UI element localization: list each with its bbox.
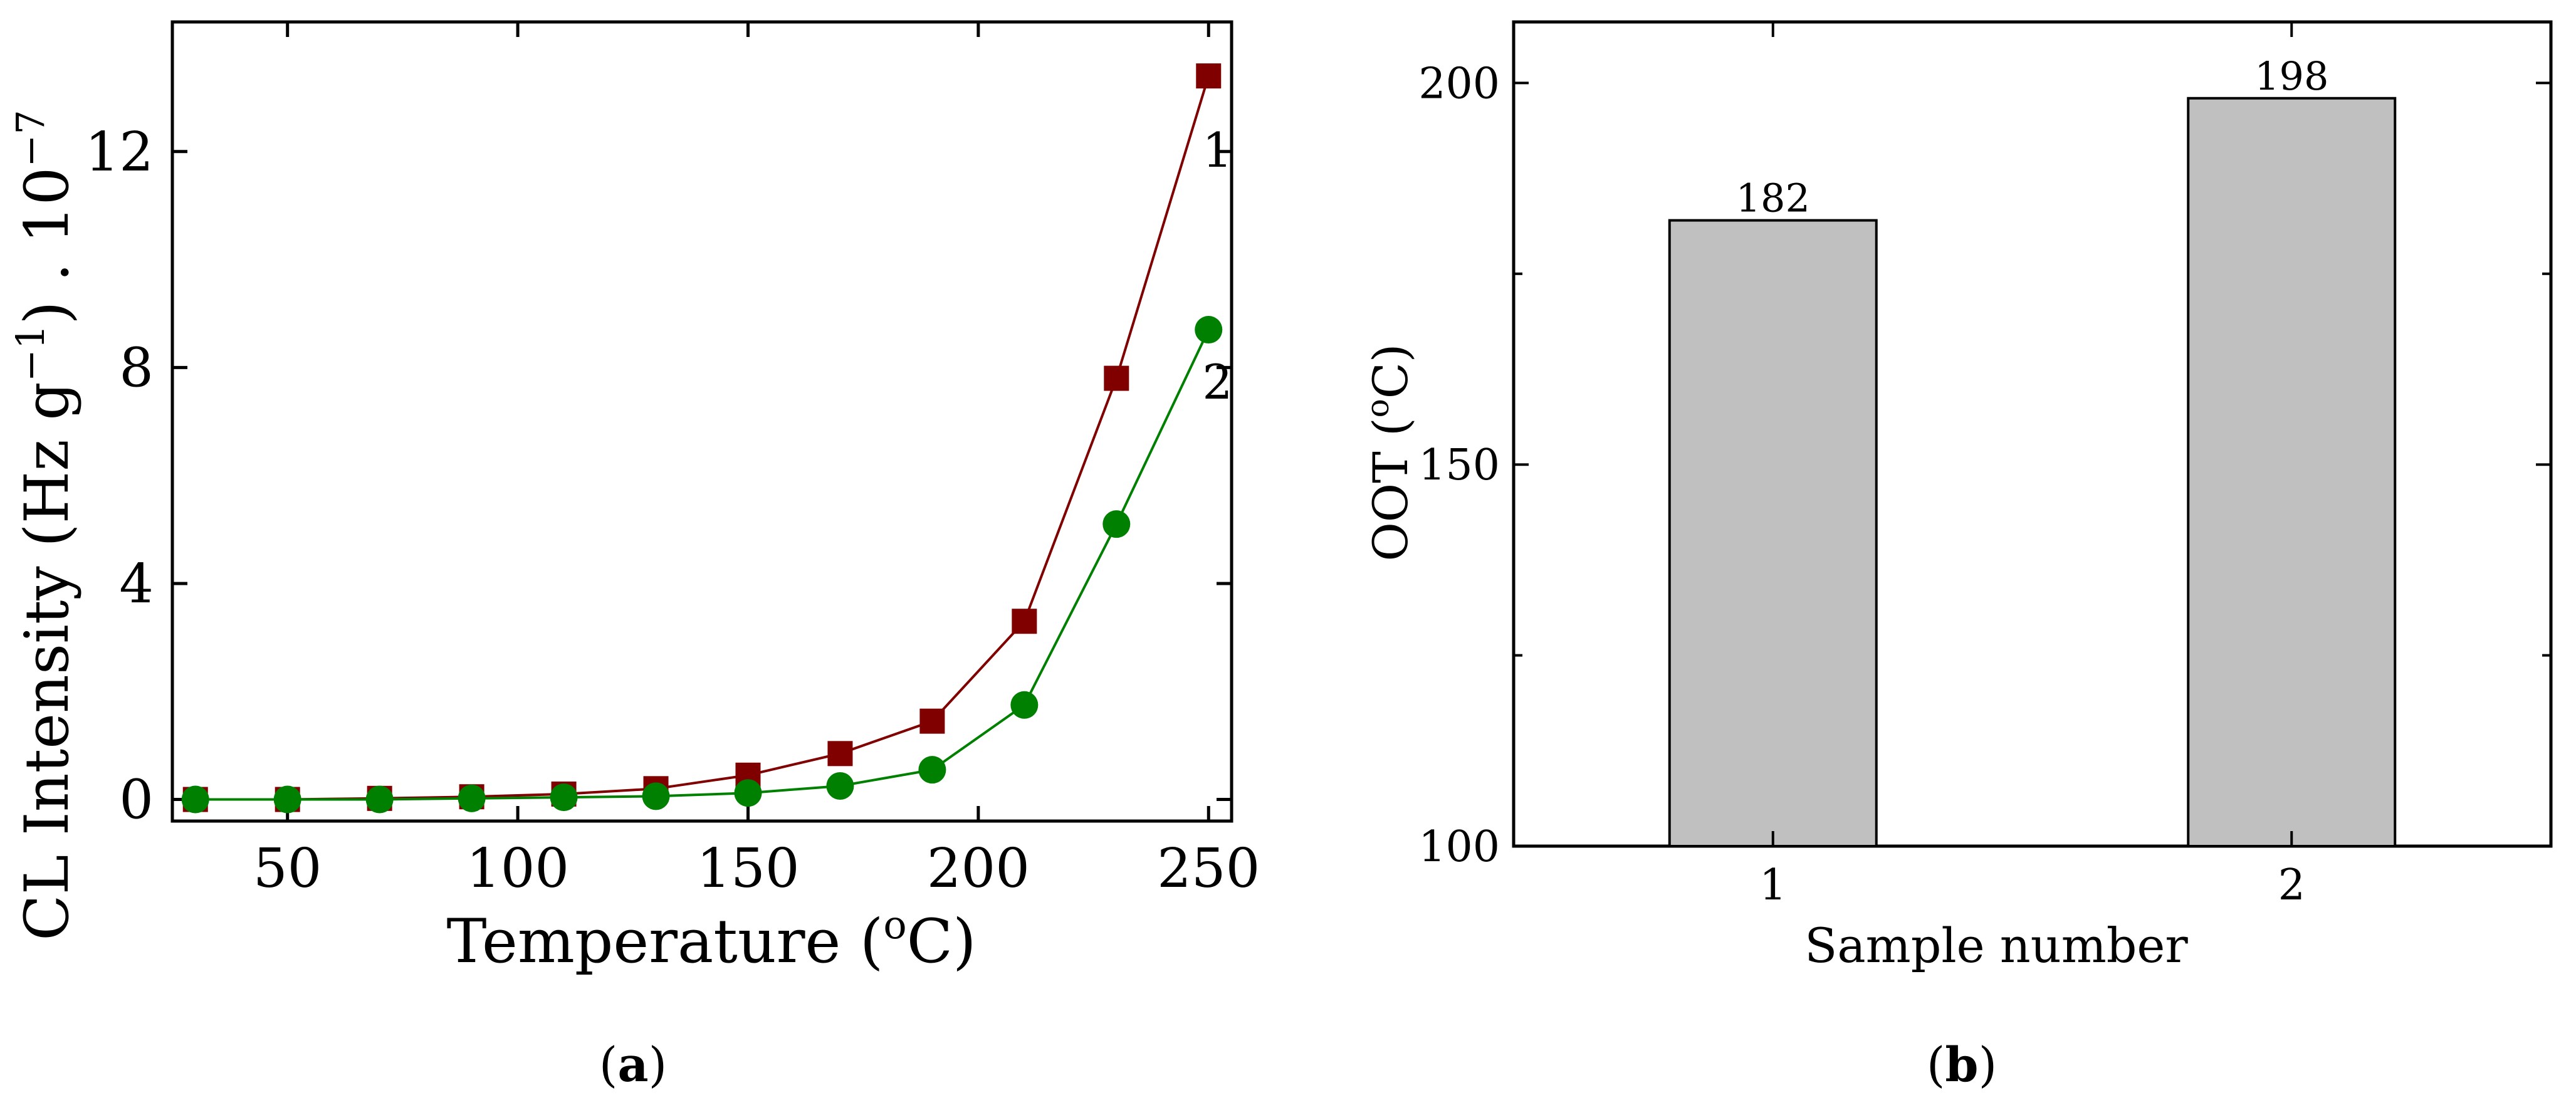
panel-a-series-1-point [1196, 63, 1222, 89]
panel-b-bar-2-data-label: 198 [2254, 53, 2328, 99]
panel-a-series-1-point [827, 741, 853, 767]
panel-a-series-2-point [1195, 316, 1223, 344]
panel-b-bar-1 [1668, 219, 1878, 847]
panel-a-y-tick-label: 4 [119, 553, 154, 615]
panel-b-bar-chart: 100 150 200 182 1 198 2 Sample number OOT (oC)… [1359, 20, 2553, 1092]
panel-b-bar-2 [2187, 97, 2397, 847]
panel-b-x-axis-label: Sample number [1804, 918, 2188, 973]
panel-a-series-2-label: 2 [1202, 354, 1232, 410]
panel-b-x-tick-label: 2 [2278, 861, 2305, 910]
panel-a-series-2-point [1102, 510, 1131, 538]
panel-a-series-2-point [365, 785, 394, 814]
panel-a-series-2-point [273, 785, 301, 814]
panel-a-x-tick-label: 100 [466, 837, 569, 900]
panel-a-y-axis-label: CL Intensity (Hz g−1) . 10−7 [8, 110, 82, 941]
panel-b-plot-area: 100 150 200 182 1 198 2 [1418, 20, 2553, 910]
panel-a-series-2-point [734, 779, 762, 807]
panel-a-x-tick-label: 150 [696, 837, 799, 900]
panel-a-series-2-point [918, 756, 946, 784]
panel-a-y-tick-label: 0 [119, 769, 154, 832]
panel-a-y-tick-label: 8 [119, 337, 154, 399]
panel-a-x-axis-label: Temperature (oC) [446, 902, 976, 976]
panel-b-y-axis-label: OOT (oC) [1359, 343, 1418, 561]
panel-a-series-2-point [181, 785, 209, 814]
panel-a-x-tick-label: 250 [1157, 837, 1260, 900]
panel-a-series-2-point [1010, 691, 1039, 719]
panel-a-series-1-point [1104, 365, 1129, 391]
panel-a-series-2-point [550, 783, 578, 812]
panel-b-y-tick-label: 150 [1418, 441, 1500, 490]
panel-a-x-tick-label: 200 [927, 837, 1030, 900]
panel-b-y-tick-label: 200 [1418, 59, 1500, 108]
panel-b-bar-1-data-label: 182 [1736, 175, 1810, 221]
panel-b-caption: (b) [1927, 1037, 1997, 1092]
panel-b-plot-frame [1512, 20, 2553, 848]
panel-a-series-1-point [919, 708, 945, 734]
panel-a-caption: (a) [599, 1037, 668, 1092]
panel-a-series-2-line [195, 329, 1210, 801]
panel-b-x-tick-label: 1 [1759, 861, 1786, 910]
panel-a-x-tick-label: 50 [253, 837, 322, 900]
panel-a-series-1-line [195, 75, 1210, 801]
panel-a-series-2-point [642, 782, 670, 810]
panel-b-y-tick-label: 100 [1418, 822, 1500, 872]
panel-a-series-1-point [1012, 609, 1037, 634]
panel-a-y-tick-label: 12 [85, 121, 154, 184]
panel-a-series-2-point [826, 772, 854, 800]
panel-a-plot-frame [170, 20, 1233, 823]
panel-a-series-2-point [458, 784, 486, 812]
panel-a-series-1-label: 1 [1202, 122, 1232, 178]
